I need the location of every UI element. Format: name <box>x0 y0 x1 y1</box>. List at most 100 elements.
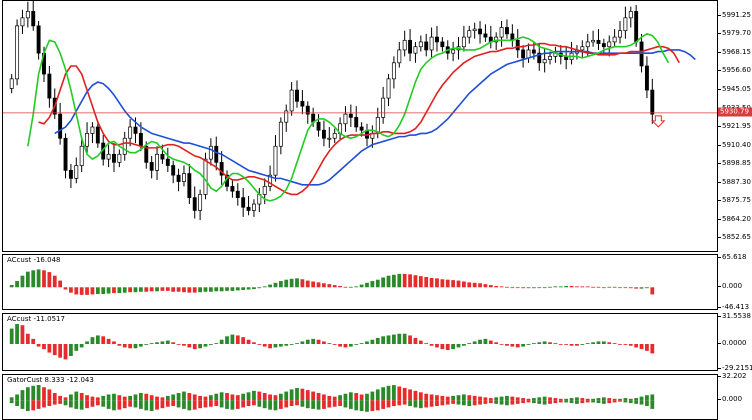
candle-body <box>278 121 283 147</box>
histogram-bar <box>348 344 353 347</box>
histogram-bar <box>499 344 504 345</box>
histogram-bar <box>505 344 509 346</box>
candle-body <box>413 46 418 54</box>
histogram-bar <box>548 286 552 288</box>
gator-lower-bar <box>607 400 612 404</box>
gator-upper-bar <box>36 384 41 401</box>
histogram-bar <box>90 337 95 345</box>
gator-upper-bar <box>198 395 202 401</box>
gator-upper-bar <box>160 397 165 401</box>
histogram-bar <box>483 284 488 288</box>
histogram-bar <box>322 341 326 345</box>
candle-body <box>79 145 84 166</box>
price-plot-area[interactable] <box>2 0 718 252</box>
candle-body <box>526 49 531 59</box>
gator-lower-bar <box>230 400 235 410</box>
candle-body <box>122 137 127 155</box>
histogram-bar <box>182 287 186 293</box>
gator-lower-bar <box>386 400 391 408</box>
histogram-bar <box>15 322 19 345</box>
gator-lower-bar <box>139 400 143 409</box>
ac2-pane[interactable]: ACcust -11.0517 31.5538 0.0000 -29.2151 <box>0 312 752 372</box>
histogram-bar <box>413 338 418 345</box>
histogram-bar <box>176 344 181 345</box>
histogram-bar <box>85 341 89 345</box>
axis-tick-label: 5875.75 <box>718 196 751 205</box>
gator-upper-bar <box>521 398 525 401</box>
histogram-bar <box>106 338 111 345</box>
gator-lower-bar <box>628 400 633 404</box>
gator-lower-bar <box>128 400 133 407</box>
histogram-bar <box>208 344 213 345</box>
histogram-bar <box>418 340 423 345</box>
ac2-plot-area[interactable]: ACcust -11.0517 <box>2 313 718 371</box>
histogram-bar <box>112 341 116 345</box>
histogram-bar <box>343 344 348 348</box>
histogram-bar <box>558 344 563 345</box>
histogram-bar <box>451 280 456 288</box>
gator-lower-bar <box>176 400 181 408</box>
histogram-bar <box>69 287 73 293</box>
candle-body <box>440 41 445 48</box>
histogram-bar <box>203 344 208 347</box>
gator-upper-bar <box>456 395 461 401</box>
ac1-pane[interactable]: ACcust -16.048 65.618 0.000 -46.413 <box>0 253 752 311</box>
histogram-bar <box>289 278 294 288</box>
axis-tick-label: -46.413 <box>717 303 750 311</box>
gator-lower-bar <box>165 400 170 407</box>
histogram-bar <box>553 343 558 345</box>
gator-lower-bar <box>596 400 601 404</box>
histogram-bar <box>429 344 434 346</box>
histogram-bar <box>230 287 235 291</box>
histogram-bar <box>623 344 628 345</box>
gator-lower-bar <box>208 400 213 407</box>
candle-body <box>117 153 122 163</box>
histogram-bar <box>198 344 202 349</box>
histogram-bar <box>42 344 46 350</box>
histogram-bar <box>149 287 154 292</box>
gator-lower-bar <box>101 400 106 407</box>
candle-body <box>483 33 488 38</box>
gator-lower-bar <box>413 400 418 408</box>
candle-body <box>36 25 41 54</box>
histogram-bar <box>445 344 450 350</box>
histogram-bar <box>230 334 235 345</box>
gator-pane[interactable]: GatorCust 8.333 -12.043 32.202 0.000 <box>0 372 752 420</box>
histogram-bar <box>402 273 407 288</box>
histogram-bar <box>316 339 321 345</box>
price-pane[interactable]: 5991.255979.705968.155956.605945.055933.… <box>0 0 752 252</box>
gator-lower-bar <box>187 400 192 411</box>
gator-lower-bar <box>235 400 240 409</box>
histogram-bar <box>139 344 143 347</box>
candle-body <box>58 113 63 139</box>
gator-upper-bar <box>208 395 213 401</box>
histogram-bar <box>451 344 456 350</box>
histogram-bar <box>9 328 14 345</box>
ac1-plot-area[interactable]: ACcust -16.048 <box>2 254 718 310</box>
histogram-bar <box>521 344 525 347</box>
candle-body <box>386 78 391 99</box>
gator-lower-bar <box>316 400 321 410</box>
histogram-bar <box>639 287 644 289</box>
histogram-bar <box>370 281 375 288</box>
gator-lower-bar <box>305 400 310 409</box>
axis-tick-label: 5956.60 <box>718 66 751 75</box>
histogram-bar <box>332 285 337 288</box>
histogram-bar <box>575 286 579 288</box>
histogram-bar <box>90 287 95 295</box>
histogram-bar <box>171 287 176 292</box>
histogram-bar <box>580 286 585 288</box>
gator-plot-area[interactable]: GatorCust 8.333 -12.043 <box>2 374 718 420</box>
candle-body <box>623 17 628 32</box>
gator-upper-bar <box>467 395 472 401</box>
gator-upper-bar <box>149 395 154 401</box>
gator-lower-bar <box>171 400 176 407</box>
histogram-bar <box>262 344 267 347</box>
histogram-bar <box>187 287 192 293</box>
sell-arrow-icon <box>651 115 666 128</box>
gator-lower-bar <box>300 400 305 407</box>
candle-body <box>133 126 138 134</box>
candle-body <box>548 56 552 60</box>
histogram-bar <box>58 344 63 358</box>
histogram-bar <box>343 286 348 288</box>
